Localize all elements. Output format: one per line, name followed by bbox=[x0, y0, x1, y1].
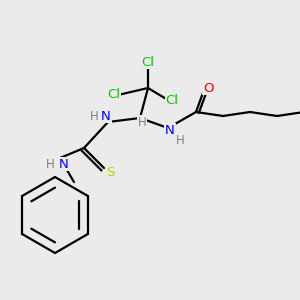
Text: N: N bbox=[165, 124, 175, 136]
Text: H: H bbox=[46, 158, 54, 170]
Text: Cl: Cl bbox=[166, 94, 178, 106]
Text: Cl: Cl bbox=[142, 56, 154, 68]
Text: O: O bbox=[203, 82, 213, 94]
Text: H: H bbox=[138, 116, 146, 128]
Text: H: H bbox=[90, 110, 98, 122]
Text: H: H bbox=[176, 134, 184, 146]
Text: Cl: Cl bbox=[107, 88, 121, 101]
Text: S: S bbox=[106, 166, 114, 178]
Text: N: N bbox=[101, 110, 111, 122]
Text: N: N bbox=[59, 158, 69, 170]
